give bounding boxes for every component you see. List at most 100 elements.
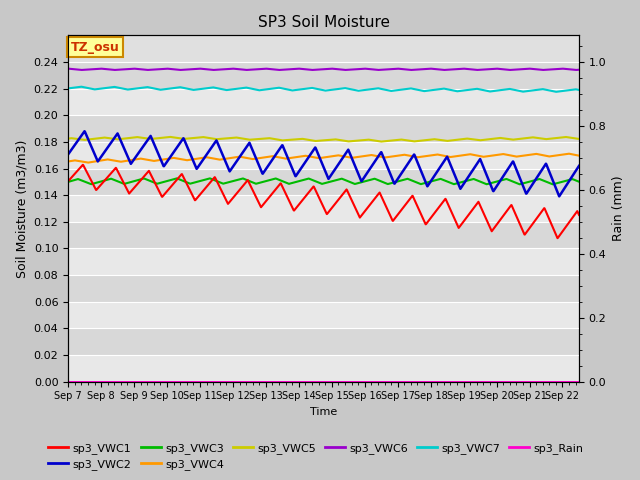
sp3_VWC5: [282, 137, 289, 143]
sp3_VWC6: [104, 66, 111, 72]
sp3_VWC3: [173, 176, 180, 181]
sp3_VWC3: [292, 179, 300, 185]
sp3_VWC3: [355, 180, 363, 186]
Bar: [68, 89, 579, 115]
sp3_VWC2: [125, 156, 132, 162]
Bar: [68, 62, 579, 89]
sp3_VWC4: [575, 153, 583, 158]
Bar: [68, 168, 579, 195]
sp3_VWC2: [104, 144, 112, 150]
sp3_Rain: [575, 379, 583, 384]
Line: sp3_VWC3: sp3_VWC3: [68, 179, 579, 184]
Legend: sp3_VWC1, sp3_VWC2, sp3_VWC3, sp3_VWC4, sp3_VWC5, sp3_VWC6, sp3_VWC7, sp3_Rain: sp3_VWC1, sp3_VWC2, sp3_VWC3, sp3_VWC4, …: [44, 438, 588, 474]
sp3_VWC6: [64, 66, 72, 72]
Line: sp3_VWC5: sp3_VWC5: [68, 137, 579, 142]
sp3_VWC4: [64, 158, 72, 164]
sp3_VWC5: [301, 136, 309, 142]
sp3_VWC5: [378, 139, 385, 144]
sp3_VWC7: [552, 89, 559, 95]
sp3_VWC4: [565, 151, 573, 156]
sp3_VWC4: [282, 156, 289, 161]
Line: sp3_VWC4: sp3_VWC4: [68, 154, 579, 163]
sp3_VWC4: [125, 157, 132, 163]
sp3_VWC3: [549, 181, 557, 187]
sp3_VWC1: [301, 194, 309, 200]
sp3_VWC7: [104, 85, 112, 91]
sp3_VWC1: [104, 174, 112, 180]
sp3_VWC4: [104, 156, 112, 162]
sp3_VWC2: [575, 163, 583, 169]
sp3_VWC1: [64, 179, 72, 184]
sp3_VWC6: [355, 66, 363, 72]
sp3_VWC5: [125, 135, 132, 141]
Bar: [68, 249, 579, 275]
Line: sp3_VWC7: sp3_VWC7: [68, 87, 579, 92]
sp3_Rain: [355, 379, 363, 384]
sp3_VWC3: [64, 179, 72, 185]
sp3_VWC1: [554, 235, 561, 241]
Y-axis label: Rain (mm): Rain (mm): [612, 176, 625, 241]
sp3_VWC2: [81, 128, 88, 134]
Line: sp3_VWC2: sp3_VWC2: [68, 131, 579, 196]
sp3_VWC2: [355, 173, 363, 179]
sp3_VWC7: [125, 86, 132, 92]
sp3_VWC5: [355, 138, 363, 144]
sp3_VWC7: [292, 87, 300, 93]
sp3_VWC1: [575, 212, 583, 218]
Bar: [68, 275, 579, 302]
sp3_VWC3: [282, 180, 289, 185]
Line: sp3_VWC6: sp3_VWC6: [68, 69, 579, 70]
Bar: [68, 355, 579, 382]
sp3_VWC6: [282, 67, 289, 72]
sp3_Rain: [125, 379, 132, 384]
sp3_Rain: [292, 379, 300, 384]
sp3_Rain: [281, 379, 289, 384]
sp3_VWC2: [292, 173, 300, 179]
sp3_VWC5: [292, 136, 300, 142]
sp3_VWC3: [125, 180, 132, 186]
sp3_Rain: [301, 379, 308, 384]
sp3_VWC6: [292, 66, 300, 72]
sp3_VWC5: [64, 136, 72, 142]
sp3_Rain: [104, 379, 111, 384]
Bar: [68, 115, 579, 142]
sp3_VWC4: [84, 160, 92, 166]
sp3_Rain: [64, 379, 72, 384]
sp3_VWC2: [556, 193, 563, 199]
Line: sp3_VWC1: sp3_VWC1: [68, 165, 579, 238]
sp3_VWC7: [77, 84, 85, 90]
sp3_VWC3: [104, 177, 111, 182]
sp3_VWC7: [282, 86, 289, 92]
sp3_VWC5: [575, 136, 583, 142]
sp3_VWC1: [292, 205, 300, 211]
Bar: [68, 302, 579, 328]
Bar: [68, 328, 579, 355]
sp3_VWC6: [275, 67, 283, 73]
Title: SP3 Soil Moisture: SP3 Soil Moisture: [257, 15, 390, 30]
sp3_VWC1: [125, 190, 132, 196]
Text: TZ_osu: TZ_osu: [70, 40, 120, 54]
sp3_VWC6: [301, 66, 309, 72]
sp3_VWC2: [301, 160, 309, 166]
sp3_VWC6: [125, 66, 132, 72]
sp3_VWC7: [355, 88, 363, 94]
Bar: [68, 142, 579, 168]
sp3_VWC1: [355, 214, 363, 219]
sp3_VWC3: [575, 179, 583, 185]
sp3_VWC3: [301, 177, 309, 182]
sp3_VWC1: [79, 162, 86, 168]
sp3_VWC7: [575, 87, 583, 93]
Y-axis label: Soil Moisture (m3/m3): Soil Moisture (m3/m3): [15, 139, 28, 278]
sp3_VWC4: [355, 154, 363, 160]
Bar: [68, 195, 579, 222]
sp3_VWC5: [104, 135, 111, 141]
sp3_VWC7: [301, 86, 309, 92]
sp3_VWC4: [301, 153, 309, 159]
sp3_VWC4: [292, 154, 300, 160]
sp3_VWC6: [575, 67, 583, 72]
sp3_VWC1: [282, 190, 289, 195]
X-axis label: Time: Time: [310, 407, 337, 417]
Bar: [68, 222, 579, 249]
sp3_VWC5: [166, 134, 174, 140]
sp3_VWC7: [64, 85, 72, 91]
